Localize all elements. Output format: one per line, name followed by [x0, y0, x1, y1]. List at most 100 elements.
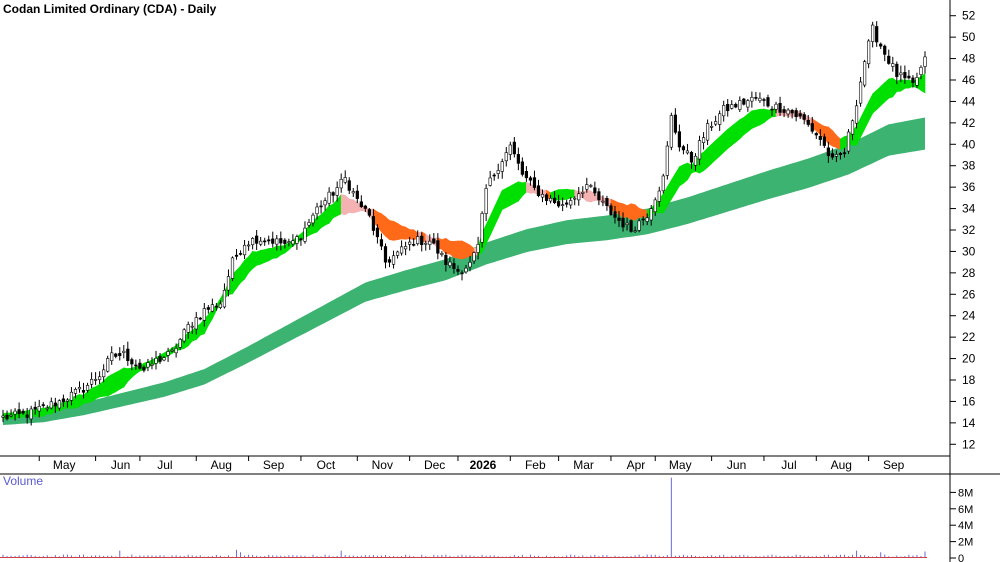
candle-body [307, 222, 311, 226]
price-tick-label: 22 [962, 330, 976, 344]
price-tick-label: 38 [962, 159, 976, 173]
short-band-falling-segment [461, 240, 467, 260]
short-band-rising-segment [872, 89, 878, 114]
candle-body [17, 409, 21, 414]
short-band-rising-segment [558, 189, 563, 201]
candle-body [536, 185, 541, 197]
candle-body [814, 133, 818, 136]
price-tick-label: 42 [962, 116, 976, 130]
short-band-rising-segment [747, 110, 753, 133]
price-tick-label: 44 [962, 94, 976, 108]
candle-body [118, 353, 122, 356]
short-band-rising-segment [509, 183, 515, 206]
candle-body [689, 152, 694, 163]
short-band-rising-segment [715, 136, 721, 161]
short-band-falling-segment [401, 225, 406, 240]
short-band-falling-segment [405, 226, 410, 240]
candle-body [718, 113, 722, 125]
candle-body [488, 177, 492, 186]
candle-body [162, 357, 166, 361]
candle-body [77, 387, 82, 390]
short-band-rising-segment [566, 188, 572, 200]
candle-body [468, 261, 472, 268]
volume-tick-label: 8M [958, 487, 973, 499]
price-tick-label: 52 [962, 9, 976, 23]
candle-body [557, 201, 561, 207]
short-band-rising-segment [679, 164, 684, 187]
candle-body [81, 390, 86, 393]
month-tick-label: May [669, 458, 692, 472]
month-tick-label: Nov [372, 458, 393, 472]
month-tick-label: Jun [111, 458, 130, 472]
candle-body [746, 100, 750, 108]
short-band-rising-segment [256, 249, 262, 266]
price-tick-label: 36 [962, 180, 976, 194]
short-band-falling-segment [445, 237, 451, 255]
candle-body [432, 238, 436, 244]
candle-body [887, 55, 891, 64]
candle-body [601, 200, 605, 203]
month-axis: May Jun Jul Aug Sep Oct Nov Dec 2026 Feb Mar Apr May… [38, 456, 905, 472]
short-band-rising-segment [727, 125, 733, 150]
candle-body [73, 388, 78, 394]
short-band-neutral-segment [348, 198, 354, 214]
price-tick-label: 28 [962, 266, 976, 280]
candle-body [246, 244, 251, 247]
candle-body [359, 201, 363, 207]
candle-body [138, 362, 142, 369]
candle-body [29, 408, 33, 420]
candle-body [621, 217, 625, 228]
candle-body [867, 40, 871, 65]
candle-body [693, 155, 698, 166]
short-band-rising-segment [683, 162, 688, 184]
short-band-rising-segment [91, 386, 96, 403]
candle-body [343, 177, 347, 183]
short-band-falling-segment [622, 203, 628, 219]
candle-body [41, 404, 45, 406]
short-band-neutral-segment [340, 194, 346, 215]
candle-body [230, 257, 235, 279]
candle-body [569, 200, 573, 206]
price-tick-label: 50 [962, 30, 976, 44]
candle-body [858, 81, 863, 104]
candle-body [593, 187, 597, 194]
candle-body [810, 123, 814, 132]
price-tick-label: 48 [962, 52, 976, 66]
candle-body [685, 150, 690, 154]
month-tick-label: Feb [525, 458, 546, 472]
short-band-rising-segment [743, 113, 749, 136]
candle-body [85, 385, 90, 391]
candle-body [267, 239, 271, 242]
short-band-rising-segment [264, 247, 270, 263]
candle-body [49, 401, 53, 409]
candle-body [597, 191, 601, 201]
price-tick-label: 24 [962, 309, 976, 323]
short-band-neutral-segment [586, 189, 592, 203]
candle-body [730, 104, 734, 109]
candle-body [778, 102, 782, 113]
short-band-falling-segment [381, 213, 386, 237]
candle-body [234, 254, 239, 257]
candle-body [259, 240, 263, 245]
short-band-rising-segment [876, 85, 882, 111]
short-band-rising-segment [703, 147, 708, 172]
candle-body [222, 289, 227, 308]
candle-body [854, 105, 859, 124]
volume-title: Volume [3, 474, 43, 488]
month-tick-label: Sep [263, 458, 285, 472]
short-band-falling-segment [638, 207, 644, 218]
short-band-falling-segment [409, 229, 415, 241]
candle-body [327, 191, 331, 204]
candle-body [677, 131, 682, 148]
candle-body [287, 241, 291, 243]
candle-body [573, 197, 577, 200]
candle-body [65, 399, 70, 402]
candle-body [412, 244, 416, 246]
candle-body [895, 63, 899, 77]
short-band-falling-segment [385, 216, 390, 241]
candle-body [722, 105, 726, 117]
candle-body [641, 218, 645, 221]
candle-body [774, 103, 778, 110]
candle-body [339, 178, 343, 189]
price-tick-label: 32 [962, 223, 976, 237]
